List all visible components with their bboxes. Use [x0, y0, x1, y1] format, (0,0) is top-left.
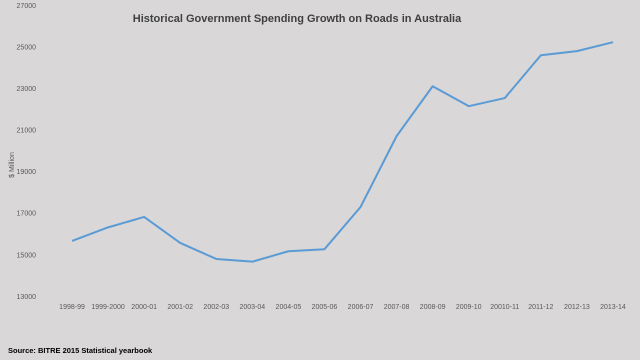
- y-tick-label: 19000: [17, 169, 37, 176]
- x-tick-label: 2003-04: [239, 304, 265, 311]
- x-tick-label: 1998-99: [59, 304, 85, 311]
- y-tick-label: 21000: [17, 128, 37, 135]
- y-tick-label: 27000: [17, 3, 37, 10]
- y-tick-label: 23000: [17, 86, 37, 93]
- x-tick-label: 2012-13: [564, 304, 590, 311]
- chart-title: Historical Government Spending Growth on…: [133, 13, 462, 25]
- x-tick-label: 2004-05: [276, 304, 302, 311]
- data-line: [71, 41, 614, 263]
- x-tick-label: 2008-09: [420, 304, 446, 311]
- y-tick-label: 13000: [17, 294, 37, 301]
- x-tick-label: 2001-02: [167, 304, 193, 311]
- y-tick-label: 17000: [17, 211, 37, 218]
- x-tick-label: 2009-10: [456, 304, 482, 311]
- x-tick-label: 20010-11: [490, 304, 519, 311]
- x-tick-label: 1999-2000: [91, 304, 125, 311]
- x-tick-label: 2005-06: [312, 304, 338, 311]
- x-tick-label: 2013-14: [600, 304, 626, 311]
- x-tick-label: 2007-08: [384, 304, 410, 311]
- y-tick-label: 25000: [17, 44, 37, 51]
- x-tick-label: 2002-03: [203, 304, 229, 311]
- source-note: Source: BITRE 2015 Statistical yearbook: [8, 346, 153, 355]
- x-tick-label: 2000-01: [131, 304, 157, 311]
- y-axis-label: $ Million: [9, 152, 16, 178]
- y-tick-label: 15000: [17, 252, 37, 259]
- x-tick-label: 2011-12: [528, 304, 553, 311]
- x-tick-label: 2006-07: [348, 304, 374, 311]
